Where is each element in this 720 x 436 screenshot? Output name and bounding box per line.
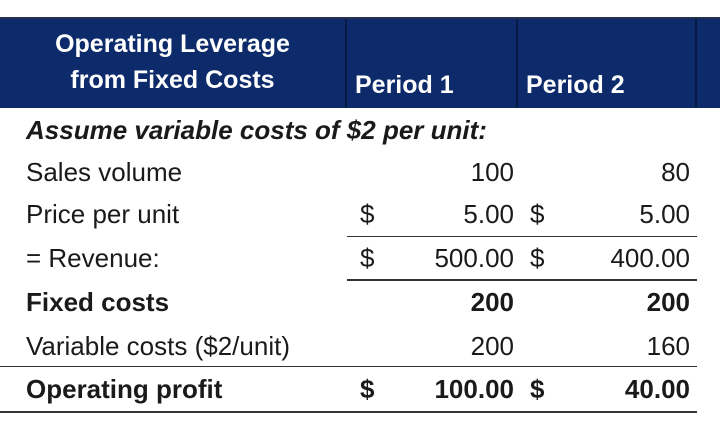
- divider: [347, 236, 697, 237]
- period-1-value: 100.00: [434, 374, 514, 404]
- row-label: Sales volume: [26, 157, 183, 187]
- row-label: Variable costs ($2/unit): [26, 331, 290, 361]
- period-2-value: 200: [646, 287, 690, 317]
- row-label: Operating profit: [26, 374, 223, 404]
- period-2-value: 80: [661, 157, 690, 187]
- row-label: Fixed costs: [26, 287, 170, 317]
- row-sales-volume: Sales volume 100 80: [0, 150, 720, 194]
- row-variable-costs: Variable costs ($2/unit) 200 160: [0, 324, 720, 368]
- divider: [347, 279, 697, 281]
- row-price-per-unit: Price per unit $ 5.00 $ 5.00: [0, 192, 720, 236]
- row-revenue: = Revenue: $ 500.00 $ 400.00: [0, 236, 720, 280]
- period-1-value: 5.00: [463, 199, 514, 229]
- currency-symbol: $: [530, 374, 545, 404]
- header-period-2: Period 2: [518, 19, 697, 108]
- header-title-line1: Operating Leverage: [55, 30, 290, 58]
- divider: [0, 366, 697, 367]
- period-1-value: 200: [470, 287, 514, 317]
- currency-symbol: $: [360, 374, 375, 404]
- row-fixed-costs: Fixed costs 200 200: [0, 280, 720, 324]
- period-1-value: 500.00: [434, 243, 514, 273]
- row-operating-profit: Operating profit $ 100.00 $ 40.00: [0, 367, 720, 411]
- header-period-1: Period 1: [347, 19, 518, 108]
- currency-symbol: $: [360, 243, 375, 273]
- period-2-value: 400.00: [610, 243, 690, 273]
- row-label: = Revenue:: [26, 243, 160, 273]
- row-label: Price per unit: [26, 199, 180, 229]
- period-2-value: 40.00: [624, 374, 690, 404]
- table-header: Operating Leverage from Fixed Costs Perio…: [0, 17, 720, 108]
- assumption-note: Assume variable costs of $2 per unit:: [0, 108, 720, 152]
- period-2-value: 160: [646, 331, 690, 361]
- currency-symbol: $: [360, 199, 375, 229]
- currency-symbol: $: [530, 243, 545, 273]
- divider: [0, 411, 697, 413]
- note-text: Assume variable costs of $2 per unit:: [26, 115, 487, 145]
- header-title-line2: from Fixed Costs: [70, 66, 275, 94]
- header-title: Operating Leverage from Fixed Costs: [0, 19, 347, 108]
- period-1-value: 100: [470, 157, 514, 187]
- period-2-value: 5.00: [639, 199, 690, 229]
- header-extra-column: [697, 19, 720, 108]
- currency-symbol: $: [530, 199, 545, 229]
- period-1-value: 200: [470, 331, 514, 361]
